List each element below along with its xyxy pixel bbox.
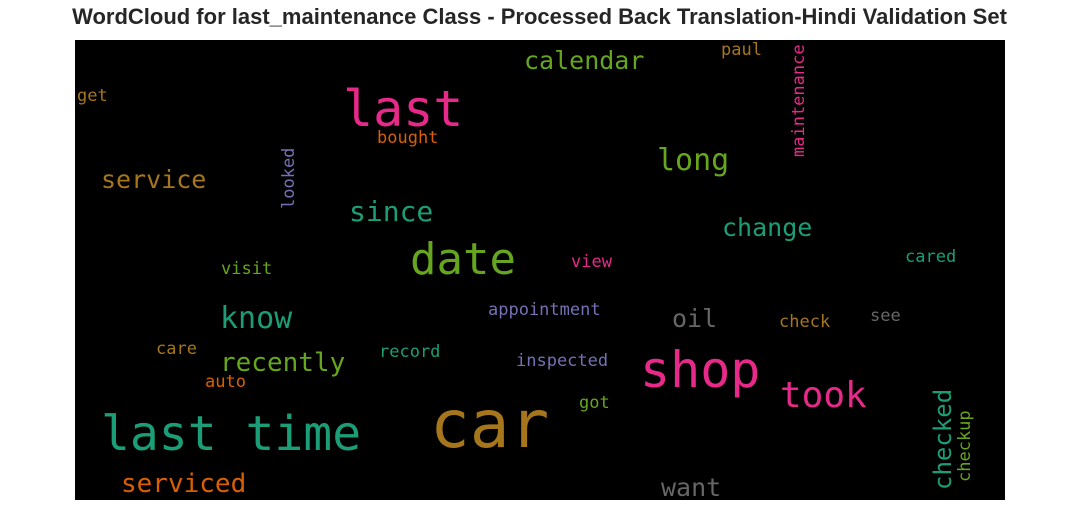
word-view: view <box>571 252 612 272</box>
word-auto: auto <box>205 372 246 392</box>
chart-title: WordCloud for last_maintenance Class - P… <box>72 4 1007 29</box>
word-bought: bought <box>377 128 439 148</box>
word-inspected: inspected <box>516 351 609 371</box>
word-paul: paul <box>721 40 762 60</box>
word-since: since <box>349 195 434 228</box>
word-cared: cared <box>905 247 957 267</box>
word-visit: visit <box>221 259 273 279</box>
word-got: got <box>579 393 610 413</box>
word-maintenance: maintenance <box>789 44 809 157</box>
word-want: want <box>661 473 722 500</box>
word-long: long <box>657 143 730 178</box>
word-date: date <box>410 234 516 285</box>
word-appointment: appointment <box>488 300 601 320</box>
word-checked: checked <box>929 388 957 490</box>
word-last: last <box>343 80 464 138</box>
word-serviced: serviced <box>121 469 247 499</box>
word-record: record <box>379 342 441 362</box>
word-last-time: last time <box>101 406 362 462</box>
word-know: know <box>220 301 293 336</box>
word-calendar: calendar <box>524 46 645 75</box>
word-shop: shop <box>640 341 761 399</box>
word-cloud: car last time shop last date took since … <box>75 40 1005 500</box>
word-care: care <box>156 339 197 359</box>
word-checkup: checkup <box>955 410 975 482</box>
word-service: service <box>101 165 207 194</box>
word-oil: oil <box>672 304 718 333</box>
word-check: check <box>779 312 831 332</box>
word-recently: recently <box>220 348 346 378</box>
word-looked: looked <box>279 147 299 209</box>
word-get: get <box>77 86 108 106</box>
word-see: see <box>870 306 901 326</box>
word-change: change <box>722 213 813 242</box>
word-took: took <box>780 375 867 416</box>
word-car: car <box>430 386 550 463</box>
